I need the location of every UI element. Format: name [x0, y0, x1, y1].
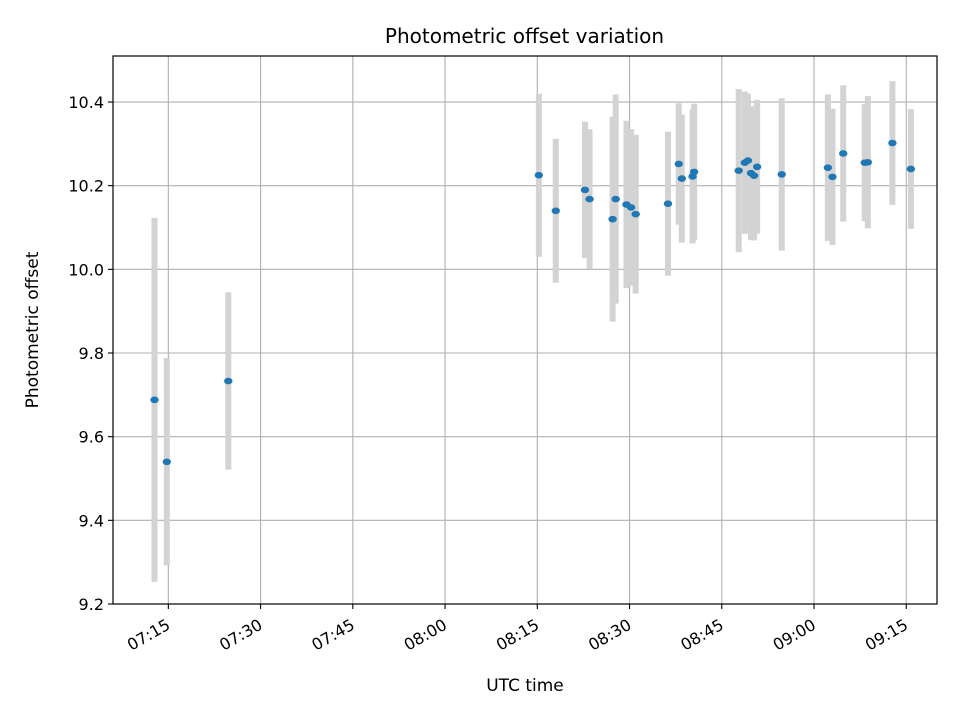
- data-point: [752, 163, 762, 171]
- data-point: [828, 173, 837, 181]
- x-axis-title: UTC time: [486, 676, 564, 696]
- data-point: [839, 150, 848, 157]
- data-point: [224, 377, 233, 385]
- data-point: [888, 139, 897, 147]
- data-point: [611, 195, 620, 203]
- y-tick-label: 10.4: [68, 93, 104, 112]
- data-point: [677, 175, 687, 182]
- data-point: [663, 200, 673, 207]
- y-tick-label: 9.8: [79, 344, 104, 363]
- data-point: [608, 215, 617, 223]
- data-point: [823, 164, 833, 171]
- data-point: [749, 172, 759, 179]
- data-point: [162, 458, 172, 466]
- data-point: [689, 168, 699, 176]
- data-point: [906, 165, 916, 173]
- data-point: [585, 195, 594, 203]
- data-point: [674, 160, 683, 168]
- plot-frame: [112, 55, 938, 605]
- data-point: [734, 167, 743, 174]
- data-point: [150, 396, 159, 404]
- y-tick-label: 9.4: [79, 511, 104, 530]
- data-point: [743, 157, 753, 164]
- y-tick-label: 9.2: [79, 595, 104, 614]
- data-point: [580, 186, 590, 194]
- data-point: [551, 207, 560, 215]
- y-axis: 9.2 9.4 9.6 9.8 10.0 10.2 10.4: [68, 93, 113, 614]
- data-point: [631, 210, 640, 218]
- data-point: [534, 171, 544, 179]
- data-point-layer: [150, 139, 916, 466]
- y-tick-label: 10.0: [68, 260, 104, 279]
- data-point: [863, 158, 873, 166]
- y-axis-title: Photometric offset: [23, 251, 43, 408]
- data-point: [626, 204, 636, 211]
- chart-title: Photometric offset variation: [385, 24, 664, 48]
- y-tick-label: 9.6: [79, 428, 104, 447]
- y-tick-label: 10.2: [68, 177, 104, 196]
- data-point: [777, 171, 786, 178]
